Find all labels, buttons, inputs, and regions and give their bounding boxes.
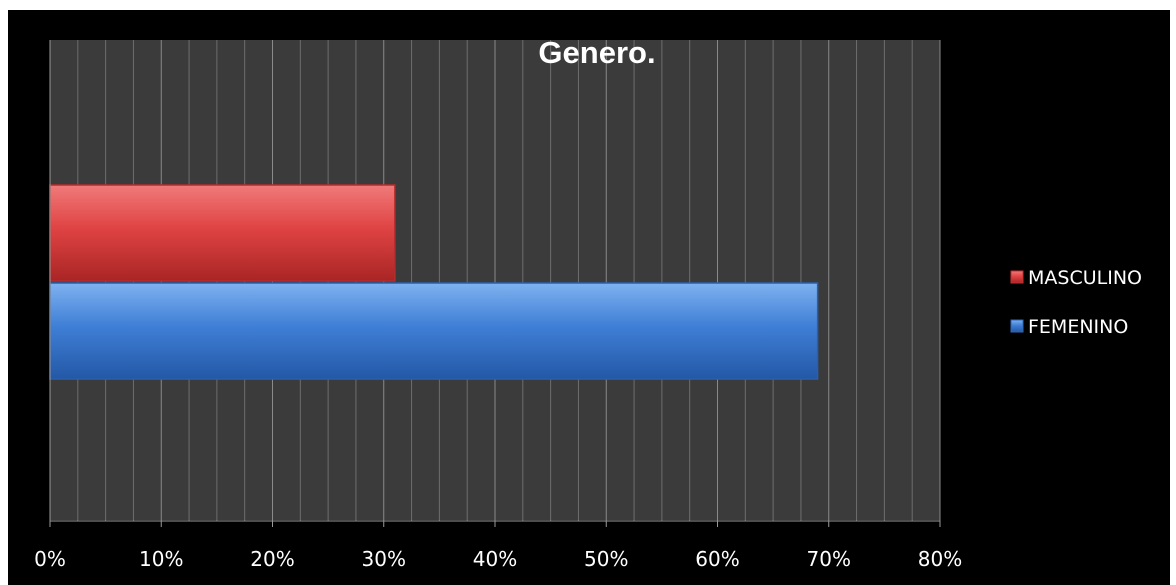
legend-item-masculino: MASCULINO [1010, 267, 1142, 289]
x-tick-label: 40% [473, 547, 517, 571]
x-tick-label: 20% [250, 547, 294, 571]
legend-swatch-femenino [1010, 319, 1024, 333]
legend: MASCULINO FEMENINO [1010, 267, 1142, 338]
legend-label-masculino: MASCULINO [1028, 267, 1142, 289]
x-tick-label: 70% [807, 547, 851, 571]
x-tick-label: 10% [139, 547, 183, 571]
x-tick-label: 60% [695, 547, 739, 571]
x-tick-label: 0% [34, 547, 66, 571]
bar-masculino [49, 184, 396, 282]
legend-swatch-masculino [1010, 270, 1024, 284]
bar-femenino [49, 282, 819, 380]
legend-label-femenino: FEMENINO [1028, 316, 1128, 338]
x-tick-label: 30% [362, 547, 406, 571]
x-tick-labels: 0% 10% 20% 30% 40% 50% 60% 70% 80% [34, 521, 962, 571]
legend-item-femenino: FEMENINO [1010, 316, 1128, 338]
x-tick-label: 50% [584, 547, 628, 571]
bars [49, 184, 819, 380]
x-tick-label: 80% [918, 547, 962, 571]
chart-title: Genero. [538, 35, 655, 70]
